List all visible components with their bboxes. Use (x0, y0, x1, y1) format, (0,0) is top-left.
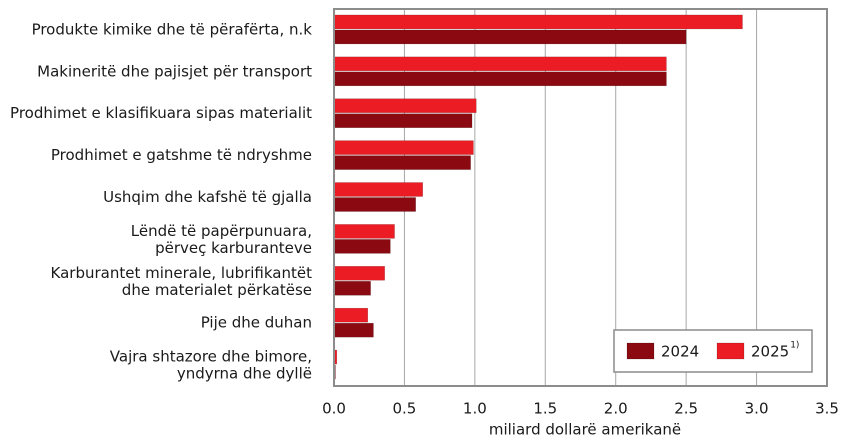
legend-swatch (626, 342, 655, 360)
bar (333, 14, 743, 30)
y-tick-label: Vajra shtazore dhe bimore, yndyrna dhe dy… (110, 347, 312, 382)
x-axis-label: miliard dollarë amerikanë (489, 421, 681, 439)
bar (333, 98, 477, 113)
y-tick-label: Lëndë të papërpunuara, përveç karburantev… (131, 221, 312, 256)
legend-swatch (716, 342, 745, 360)
y-tick-label: Karburantet minerale, lubrifikantët dhe m… (51, 263, 313, 298)
bar (333, 266, 385, 281)
bar (333, 281, 371, 296)
bar (333, 197, 416, 212)
bar (333, 307, 369, 323)
bar (333, 140, 474, 155)
bar (333, 71, 667, 87)
y-tick-label: Prodhimet e gatshme të ndryshme (51, 146, 312, 164)
bar (333, 322, 374, 338)
legend: 2024 2025 1) (613, 329, 813, 373)
y-tick-label: Pije dhe duhan (201, 314, 312, 332)
legend-label: 2024 (661, 343, 699, 361)
x-tick-label: 2.0 (604, 400, 628, 418)
bar (333, 56, 667, 72)
x-tick-label: 1.0 (463, 400, 487, 418)
plot-frame (333, 8, 828, 387)
legend-label: 2025 (751, 343, 789, 361)
bar (333, 182, 423, 197)
bar (333, 113, 473, 128)
y-tick-label: Ushqim dhe kafshë të gjalla (103, 188, 312, 206)
x-tick-label: 3.5 (815, 400, 839, 418)
x-tick-label: 3.0 (745, 400, 769, 418)
bar (333, 29, 687, 45)
x-tick-label: 2.5 (674, 400, 698, 418)
y-tick-label: Makineritë dhe pajisjet për transport (37, 62, 312, 80)
bar (333, 224, 395, 239)
y-tick-label: Produkte kimike dhe të përafërta, n.k (32, 20, 313, 38)
legend-superscript: 1) (790, 341, 799, 351)
x-tick-label: 0.5 (392, 400, 416, 418)
y-tick-label: Prodhimet e klasifikuara sipas materiali… (10, 104, 312, 122)
bar (333, 239, 391, 254)
x-tick-label: 1.5 (533, 400, 557, 418)
x-tick-label: 0.0 (322, 400, 346, 418)
bar (333, 155, 471, 170)
